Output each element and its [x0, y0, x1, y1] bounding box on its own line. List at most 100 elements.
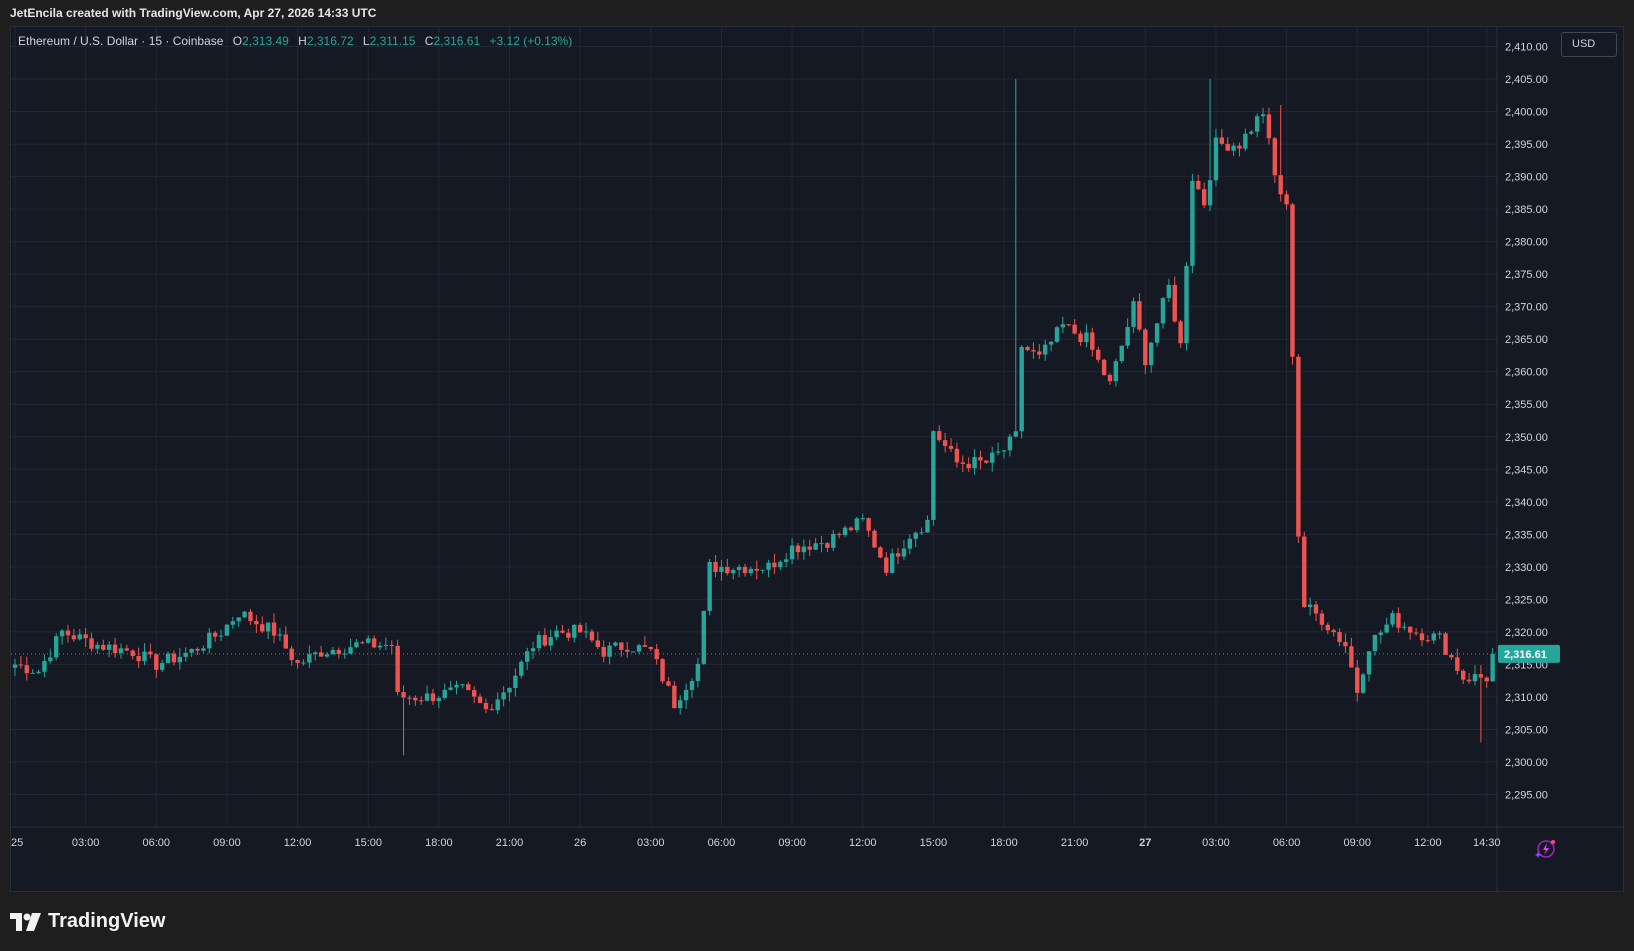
candle-body — [171, 653, 177, 663]
time-axis[interactable]: 25 03:00 06:00 09:00 12:00 15:00 18:00 21:00 26 0… — [11, 837, 1501, 849]
candle — [389, 640, 394, 654]
candle-body — [130, 650, 135, 657]
candle-body — [1425, 640, 1431, 642]
candle — [766, 559, 771, 578]
candle-body — [207, 632, 212, 649]
candle-body — [471, 690, 477, 697]
brand-name: TradingView — [48, 910, 166, 932]
candle-body — [566, 632, 571, 638]
candle-body — [1331, 630, 1336, 633]
candle — [95, 641, 100, 654]
candle-body — [1284, 194, 1289, 205]
candle — [654, 643, 659, 665]
candle — [1043, 339, 1048, 361]
candle-body — [377, 645, 383, 648]
high-value: 2,316.72 — [306, 34, 354, 48]
candle-body — [554, 630, 559, 638]
candle-body — [1349, 646, 1354, 668]
candle — [1207, 79, 1213, 212]
candle-body — [972, 457, 977, 469]
candle-body — [948, 445, 954, 449]
candle-body — [1201, 189, 1207, 206]
price-axis[interactable]: 2,295.002,300.002,305.002,310.002,315.00… — [1498, 42, 1560, 802]
candle-body — [913, 532, 918, 539]
candle — [630, 651, 636, 653]
candle-body — [12, 664, 18, 668]
candle — [218, 629, 224, 642]
candle — [984, 460, 989, 464]
candle — [1284, 190, 1289, 210]
candle-body — [295, 660, 300, 663]
candle-body — [460, 684, 465, 686]
time-tick-label: 12:00 — [284, 837, 312, 849]
candle — [501, 686, 506, 707]
candle-body — [954, 448, 960, 463]
candle-body — [1319, 613, 1325, 625]
candle-body — [731, 569, 736, 574]
candle — [442, 683, 447, 700]
candle — [1025, 345, 1030, 352]
candle-body — [106, 644, 112, 650]
candle — [260, 616, 265, 633]
candle-body — [1484, 677, 1489, 682]
candle — [407, 695, 412, 705]
candle — [919, 527, 924, 536]
time-tick-label: 06:00 — [143, 837, 171, 849]
candle-body — [1007, 436, 1013, 451]
candle — [1196, 174, 1201, 191]
candle — [1484, 676, 1489, 688]
candle — [548, 629, 553, 651]
candle-body — [224, 624, 230, 636]
candlestick-chart[interactable]: 2,295.002,300.002,305.002,310.002,315.00… — [11, 27, 1625, 893]
candle — [1349, 637, 1354, 668]
candle — [524, 647, 530, 670]
price-tick-label: 2,305.00 — [1505, 724, 1548, 736]
candle-body — [919, 532, 924, 534]
candle — [1390, 610, 1395, 628]
candle-body — [483, 703, 489, 710]
candle — [601, 640, 606, 663]
candle-body — [524, 651, 530, 662]
candle-body — [595, 640, 601, 647]
candle-body — [719, 566, 724, 572]
candle-body — [1184, 265, 1189, 344]
candle-body — [348, 647, 353, 654]
candle-body — [489, 709, 495, 711]
currency-button[interactable]: USD — [1561, 32, 1617, 57]
candle-body — [966, 463, 971, 469]
candle-body — [1360, 674, 1366, 693]
bolt-icon[interactable] — [1534, 838, 1556, 860]
candle-body — [265, 622, 271, 632]
candle — [1366, 651, 1372, 682]
tradingview-brand[interactable]: TradingView — [10, 910, 165, 933]
candle-body — [301, 662, 306, 664]
candle-body — [654, 649, 659, 660]
candle-body — [866, 518, 871, 531]
candle-body — [466, 684, 471, 691]
candle-body — [1001, 450, 1007, 452]
time-tick-label: 14:30 — [1473, 837, 1501, 849]
candle — [1249, 130, 1254, 135]
symbol-title[interactable]: Ethereum / U.S. Dollar · 15 · Coinbase — [18, 34, 224, 48]
candle-body — [1478, 674, 1484, 678]
time-tick-label: 12:00 — [849, 837, 877, 849]
candle — [572, 624, 577, 643]
candle — [1331, 628, 1336, 637]
candle-body — [836, 533, 842, 536]
candle — [71, 628, 77, 642]
chart-panel[interactable]: 2,295.00 2,300.00 2,305.00 2,310.00 2,315.00… — [10, 26, 1625, 893]
candle-body — [330, 649, 336, 655]
candle — [295, 659, 300, 669]
candle — [672, 681, 677, 709]
candle — [1272, 137, 1278, 183]
candle — [371, 635, 377, 649]
candle — [1078, 330, 1083, 346]
candle-body — [795, 545, 801, 553]
candle — [1066, 324, 1071, 327]
candle-body — [1066, 324, 1071, 326]
candle — [65, 624, 71, 643]
candle-body — [30, 672, 35, 674]
candle — [978, 450, 983, 470]
candle-body — [548, 637, 553, 646]
candle-body — [672, 685, 677, 709]
